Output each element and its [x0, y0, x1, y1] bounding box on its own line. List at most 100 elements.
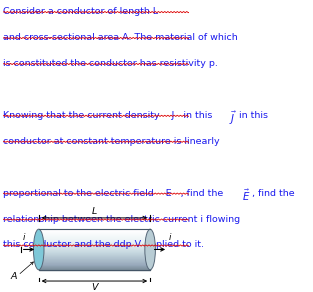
- Bar: [39, 269, 150, 270]
- Ellipse shape: [145, 229, 156, 270]
- Bar: [39, 250, 150, 251]
- Text: Consider a conductor of length L: Consider a conductor of length L: [3, 7, 158, 16]
- Bar: [39, 254, 150, 255]
- Bar: [39, 261, 150, 262]
- Bar: [39, 236, 150, 237]
- Bar: [39, 267, 150, 268]
- Bar: [39, 251, 150, 252]
- Bar: [39, 259, 150, 260]
- Bar: [39, 249, 150, 250]
- Bar: [39, 229, 150, 230]
- Bar: [39, 240, 150, 241]
- Bar: [39, 268, 150, 269]
- Bar: [39, 247, 150, 248]
- Text: $\vec{E}$: $\vec{E}$: [243, 187, 251, 203]
- Bar: [39, 264, 150, 265]
- Bar: [39, 245, 150, 246]
- Bar: [39, 253, 150, 254]
- Text: is constituted the conductor has resistivity p.: is constituted the conductor has resisti…: [3, 59, 218, 68]
- Text: Knowing that the current density    J   in this: Knowing that the current density J in th…: [3, 111, 213, 120]
- Bar: [39, 267, 150, 268]
- Bar: [39, 262, 150, 263]
- Text: i: i: [169, 233, 172, 242]
- Text: A: A: [11, 272, 17, 281]
- Text: L: L: [92, 208, 97, 216]
- Bar: [39, 255, 150, 256]
- Bar: [39, 254, 150, 255]
- Bar: [39, 230, 150, 231]
- Bar: [39, 232, 150, 233]
- Text: this conductor and the ddp V applied to it.: this conductor and the ddp V applied to …: [3, 240, 204, 249]
- Bar: [39, 248, 150, 249]
- Bar: [39, 234, 150, 235]
- Bar: [39, 240, 150, 241]
- Bar: [39, 239, 150, 240]
- Bar: [39, 230, 150, 231]
- Bar: [39, 262, 150, 263]
- Bar: [39, 246, 150, 247]
- Bar: [39, 259, 150, 260]
- Bar: [39, 235, 150, 236]
- Bar: [39, 252, 150, 253]
- Bar: [39, 241, 150, 242]
- Bar: [39, 247, 150, 248]
- Bar: [39, 252, 150, 253]
- Bar: [39, 242, 150, 243]
- Bar: [39, 265, 150, 266]
- Bar: [39, 261, 150, 262]
- Bar: [39, 243, 150, 244]
- Bar: [39, 256, 150, 257]
- Bar: [39, 252, 150, 253]
- Bar: [39, 231, 150, 232]
- Bar: [39, 260, 150, 261]
- Text: V: V: [91, 283, 98, 292]
- Bar: [39, 238, 150, 239]
- Bar: [39, 269, 150, 270]
- Bar: [39, 250, 150, 251]
- Bar: [39, 246, 150, 247]
- Bar: [39, 235, 150, 236]
- Text: i: i: [23, 233, 25, 242]
- Bar: [39, 263, 150, 264]
- Bar: [39, 251, 150, 252]
- Bar: [39, 237, 150, 238]
- Bar: [39, 237, 150, 238]
- Bar: [39, 253, 150, 254]
- Bar: [39, 244, 150, 245]
- Bar: [39, 231, 150, 232]
- Bar: [39, 266, 150, 267]
- Bar: [39, 229, 150, 230]
- Bar: [39, 257, 150, 258]
- Bar: [39, 249, 150, 250]
- Bar: [39, 241, 150, 242]
- Bar: [39, 239, 150, 240]
- Text: and cross-sectional area A. The material of which: and cross-sectional area A. The material…: [3, 33, 238, 42]
- Bar: [39, 233, 150, 234]
- Bar: [39, 248, 150, 249]
- Bar: [39, 255, 150, 256]
- Ellipse shape: [33, 229, 44, 270]
- Text: in this: in this: [239, 111, 268, 120]
- Bar: [39, 238, 150, 239]
- Bar: [39, 258, 150, 259]
- Bar: [39, 257, 150, 258]
- Bar: [39, 236, 150, 237]
- Text: conductor at constant temperature is linearly: conductor at constant temperature is lin…: [3, 137, 220, 146]
- Bar: [39, 265, 150, 266]
- Text: $\vec{J}$: $\vec{J}$: [229, 110, 237, 127]
- Bar: [39, 268, 150, 269]
- Bar: [39, 234, 150, 235]
- Bar: [39, 258, 150, 259]
- Bar: [39, 244, 150, 245]
- Bar: [39, 256, 150, 257]
- Text: relationship between the electric current i flowing: relationship between the electric curren…: [3, 215, 240, 223]
- Bar: [39, 263, 150, 264]
- Bar: [39, 248, 150, 249]
- Bar: [39, 266, 150, 267]
- Bar: [39, 260, 150, 261]
- Bar: [39, 232, 150, 233]
- Bar: [39, 243, 150, 244]
- Bar: [39, 233, 150, 234]
- Bar: [39, 263, 150, 264]
- Text: proportional to the electric field    E   , find the: proportional to the electric field E , f…: [3, 189, 224, 198]
